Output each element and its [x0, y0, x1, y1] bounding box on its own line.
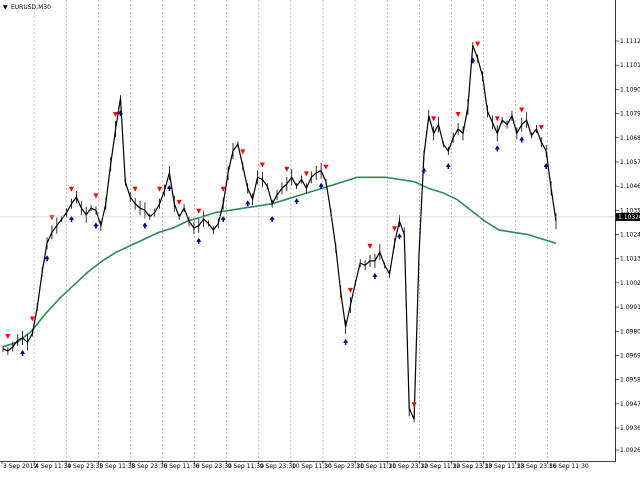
buy-arrow-icon [445, 162, 451, 169]
buy-arrow-icon [470, 57, 476, 64]
sell-arrow-icon [431, 116, 437, 122]
y-tick-label: 1.11120 [620, 38, 640, 45]
buy-arrow-icon [294, 198, 300, 205]
y-tick-label: 1.10350 [620, 207, 640, 214]
buy-arrow-icon [142, 222, 148, 229]
sell-arrow-icon [196, 208, 202, 214]
plot-area[interactable] [0, 0, 616, 462]
buy-arrow-icon [93, 222, 99, 229]
buy-arrow-icon [220, 215, 226, 222]
x-tick-label: 4 Sep 11:30 [35, 463, 71, 470]
buy-arrow-icon [196, 237, 202, 244]
sell-arrow-icon [411, 402, 417, 408]
x-tick-label: 12 Sep 11:30 [420, 463, 460, 470]
buy-arrow-icon [396, 233, 402, 240]
sell-arrow-icon [519, 107, 525, 113]
buy-arrow-icon [166, 184, 172, 191]
y-tick-label: 1.11010 [620, 62, 640, 69]
y-tick-label: 1.09910 [620, 304, 640, 311]
moving-average-layer [2, 176, 557, 348]
current-price-badge [616, 212, 640, 221]
sell-arrow-icon [132, 186, 138, 192]
x-tick-label: 6 Sep 11:30 [164, 463, 200, 470]
x-tick-label: 13 Sep 23:30 [517, 463, 557, 470]
sell-arrow-icon [29, 316, 35, 322]
sell-arrow-icon [5, 334, 11, 340]
buy-arrow-icon [117, 110, 123, 117]
x-tick-label: 11 Sep 23:30 [388, 463, 428, 470]
y-tick-label: 1.10900 [620, 86, 640, 93]
y-tick-label: 1.10570 [620, 159, 640, 166]
x-tick-label: 4 Sep 23:30 [67, 463, 103, 470]
y-tick-label: 1.10460 [620, 183, 640, 190]
x-tick-label: 10 Sep 23:30 [324, 463, 364, 470]
x-tick-label: 5 Sep 11:30 [99, 463, 135, 470]
chart-symbol-title: EURUSD,M30 [11, 4, 51, 11]
buy-arrow-icon [372, 272, 378, 279]
x-tick-label: 6 Sep 23:30 [196, 463, 232, 470]
x-tick-label: 9 Sep 11:30 [228, 463, 264, 470]
x-tick-label: 10 Sep 11:30 [292, 463, 332, 470]
moving-average-line [2, 176, 557, 348]
sell-arrow-icon [93, 193, 99, 199]
buy-arrow-icon [494, 145, 500, 152]
sell-arrow-icon [176, 199, 182, 205]
y-tick-label: 1.10020 [620, 280, 640, 287]
sell-arrow-icon [284, 166, 290, 172]
sell-arrow-icon [347, 287, 353, 293]
grid-lines [33, 0, 549, 461]
sell-arrow-icon [157, 186, 163, 192]
buy-arrow-icon [245, 200, 251, 207]
x-tick-label: 5 Sep 23:30 [131, 463, 167, 470]
sell-arrow-icon [475, 41, 481, 47]
sell-arrow-icon [455, 111, 461, 117]
x-tick-label: 13 Sep 11:30 [485, 463, 525, 470]
sell-arrow-icon [113, 111, 119, 117]
price-series-line [2, 45, 557, 420]
sell-arrow-icon [367, 243, 373, 249]
signal-arrows-layer [5, 41, 549, 408]
x-tick-label: 9 Sep 23:30 [260, 463, 296, 470]
sell-arrow-icon [392, 226, 398, 232]
sell-arrow-icon [259, 162, 265, 168]
sell-arrow-icon [220, 186, 226, 192]
y-tick-label: 1.10790 [620, 111, 640, 118]
y-tick-label: 1.09580 [620, 377, 640, 384]
buy-arrow-icon [44, 255, 50, 262]
price-series-layer [2, 42, 557, 423]
y-tick-label: 1.10680 [620, 135, 640, 142]
x-tick-label: 12 Sep 23:30 [452, 463, 492, 470]
x-tick-label: 16 Sep 11:30 [549, 463, 589, 470]
buy-arrow-icon [519, 136, 525, 143]
sell-arrow-icon [538, 125, 544, 131]
buy-arrow-icon [318, 182, 324, 189]
buy-arrow-icon [543, 162, 549, 169]
y-tick-label: 1.09800 [620, 328, 640, 335]
sell-arrow-icon [494, 116, 500, 122]
y-tick-label: 1.09360 [620, 425, 640, 432]
chart-menu-icon[interactable]: ▼ [3, 4, 8, 11]
y-tick-label: 1.09690 [620, 352, 640, 359]
y-tick-label: 1.10240 [620, 232, 640, 239]
buy-arrow-icon [269, 215, 275, 222]
current-price-label: 1.10320 [618, 214, 640, 221]
buy-arrow-icon [69, 215, 75, 222]
sell-arrow-icon [69, 186, 75, 192]
sell-arrow-icon [240, 149, 246, 155]
y-tick-label: 1.09260 [620, 447, 640, 454]
y-tick-label: 1.10130 [620, 256, 640, 263]
buy-arrow-icon [343, 338, 349, 345]
sell-arrow-icon [49, 215, 55, 221]
buy-arrow-icon [421, 167, 427, 174]
x-tick-label: 11 Sep 11:30 [356, 463, 396, 470]
sell-arrow-icon [303, 171, 309, 177]
x-tick-label: 3 Sep 2019 [3, 463, 37, 470]
buy-arrow-icon [20, 349, 26, 356]
sell-arrow-icon [323, 164, 329, 170]
y-tick-label: 1.09470 [620, 401, 640, 408]
